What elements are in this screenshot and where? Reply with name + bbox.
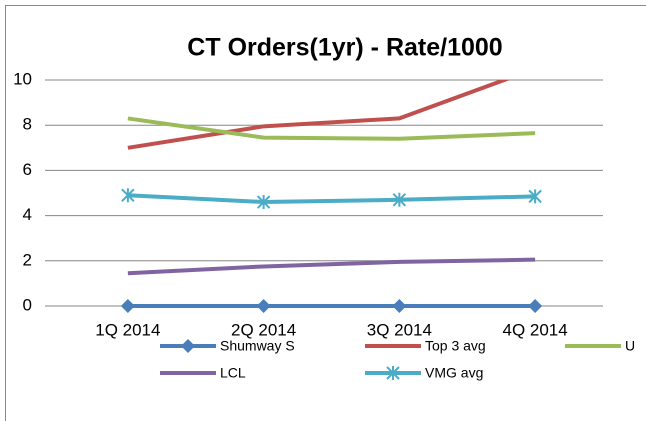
marker [392, 192, 407, 207]
marker [256, 195, 271, 210]
series-line [127, 116, 536, 141]
marker [120, 299, 135, 313]
x-tick-label: 1Q 2014 [95, 320, 160, 339]
y-tick-label: 6 [23, 160, 32, 179]
chart-title: CT Orders(1yr) - Rate/1000 [187, 34, 502, 62]
x-tick-label: 2Q 2014 [231, 320, 296, 339]
y-tick-label: 0 [23, 295, 32, 314]
marker [121, 188, 135, 203]
legend-label: Top 3 avg [425, 338, 486, 354]
series-line [127, 193, 536, 205]
x-tick-label: 3Q 2014 [367, 320, 432, 339]
marker [386, 366, 400, 380]
marker [256, 299, 271, 313]
series-line [127, 257, 536, 276]
y-tick-label: 10 [13, 69, 32, 88]
y-tick-label: 4 [23, 205, 32, 224]
legend-label: Shumway S [220, 338, 295, 354]
marker [392, 299, 407, 313]
legend-label: VMG avg [425, 365, 483, 381]
series-line [127, 80, 511, 150]
marker [528, 189, 542, 204]
marker [181, 339, 195, 353]
legend-label: LCL [220, 365, 246, 381]
y-tick-label: 2 [23, 250, 32, 269]
legend-label: U [625, 338, 635, 354]
y-tick-label: 8 [23, 115, 32, 134]
chart-border [5, 5, 646, 421]
marker [528, 299, 543, 313]
x-tick-label: 4Q 2014 [503, 320, 568, 339]
